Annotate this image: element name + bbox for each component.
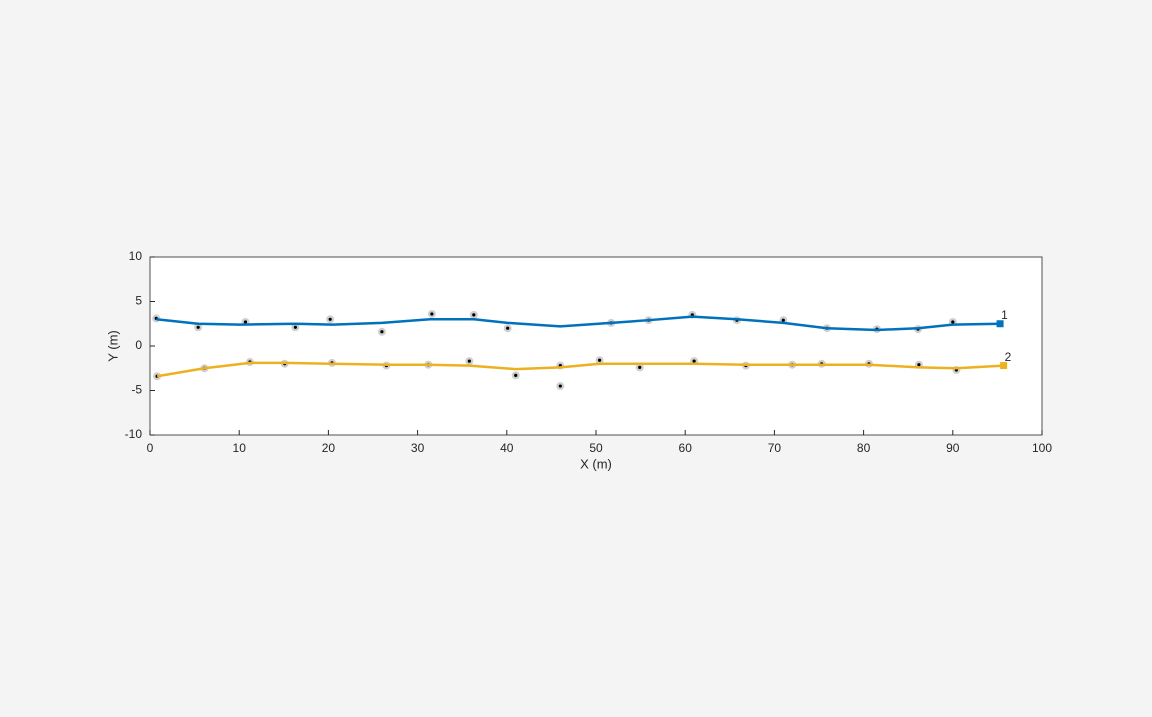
detection-center [380,330,384,334]
detection-center [514,373,518,377]
detection-center [196,325,200,329]
y-tick-label: -10 [125,427,143,441]
track-label: 1 [1001,308,1008,322]
detection-center [951,320,955,324]
detection-center [472,313,476,317]
y-tick-label: -5 [131,383,142,397]
track-head [1000,362,1008,370]
x-axis-label: X (m) [580,456,612,471]
x-tick-label: 50 [589,441,603,455]
x-tick-label: 40 [500,441,514,455]
detection-center [467,359,471,363]
detection-center [328,317,332,321]
axes-box [149,256,1043,436]
detection-center [243,320,248,324]
x-tick-label: 20 [322,441,336,455]
x-tick-label: 60 [679,441,693,455]
detection-center [917,363,921,367]
x-tick-label: 100 [1032,441,1052,455]
x-tick-label: 30 [411,441,425,455]
x-tick-label: 90 [946,441,960,455]
track-head [996,320,1004,328]
detection-center [597,358,602,362]
detection-center [781,318,785,322]
detection-center [293,325,297,329]
x-tick-label: 70 [768,441,782,455]
detection-center [506,326,510,330]
track-label: 2 [1005,350,1012,364]
x-tick-label: 10 [233,441,247,455]
y-tick-label: 5 [135,294,142,308]
y-axis-label: Y (m) [105,330,120,362]
y-tick-label: 0 [135,338,142,352]
detection-center [638,365,642,369]
detection-center [692,359,696,363]
axes-background [150,257,1042,435]
track-line [156,315,1001,332]
track-line [156,361,1004,378]
x-tick-label: 0 [147,441,154,455]
detection-center [558,384,562,388]
y-tick-label: 10 [129,249,143,263]
detection-center [430,312,434,316]
x-tick-label: 80 [857,441,871,455]
